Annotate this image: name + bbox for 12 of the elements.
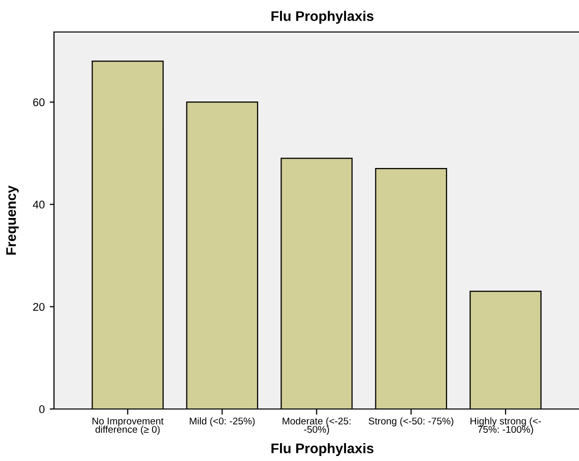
x-tick-label: Moderate (<-25: -50%) <box>282 417 350 435</box>
chart-title: Flu Prophylaxis <box>272 10 374 24</box>
y-tick-label: 0 <box>39 405 45 414</box>
x-tick-label: Strong (<-50: -75%) <box>368 417 454 426</box>
y-tick-label: 60 <box>33 98 45 106</box>
y-axis-title: Frequency <box>6 185 19 255</box>
x-tick-label: Mild (<0: -25%) <box>190 417 255 426</box>
y-tick-label: 20 <box>33 302 45 311</box>
x-tick-label: No Improvement difference (≥ 0) <box>92 418 164 435</box>
x-axis-title: Flu Prophylaxis <box>272 443 374 456</box>
x-tick-label: Highly strong (<- 75%: -100%) <box>470 417 541 435</box>
y-tick-label: 40 <box>32 200 45 209</box>
